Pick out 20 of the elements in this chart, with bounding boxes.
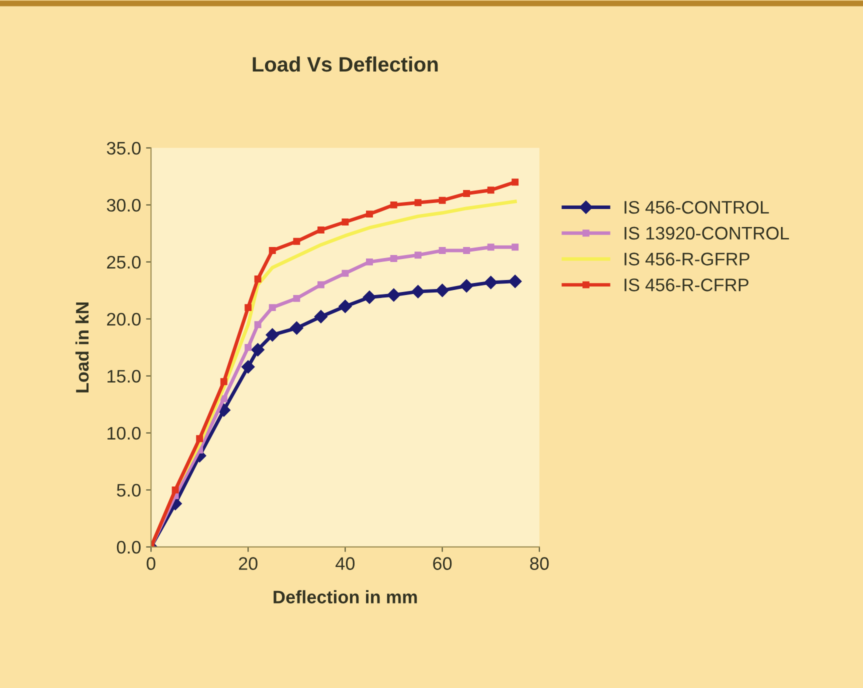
x-tick-label: 80: [530, 557, 549, 570]
x-tick-label: 20: [238, 557, 258, 570]
y-tick-label: 5.0: [116, 484, 141, 497]
x-tick-label: 60: [433, 557, 452, 570]
legend-label: IS 456-CONTROL: [624, 200, 769, 214]
legend-label: IS 456-R-CFRP: [624, 278, 748, 292]
y-tick-label: 20.0: [107, 312, 141, 326]
x-axis-title: Deflection in mm: [274, 590, 417, 604]
x-tick-label: 40: [336, 557, 355, 570]
y-axis-title: Load in kN: [75, 302, 89, 392]
x-tick-label: 0: [146, 557, 156, 570]
y-tick-label: 30.0: [106, 198, 141, 212]
y-tick-label: 0.0: [116, 540, 141, 554]
legend-label: IS 13920-CONTROL: [624, 226, 789, 240]
y-tick-label: 25.0: [107, 256, 141, 269]
y-tick-label: 10.0: [108, 426, 141, 440]
y-tick-label: 35.0: [106, 142, 141, 155]
legend-label: IS 456-R-GFRP: [624, 252, 750, 266]
chart-title: Load Vs Deflection: [252, 56, 438, 72]
y-tick-label: 15.0: [108, 370, 141, 383]
